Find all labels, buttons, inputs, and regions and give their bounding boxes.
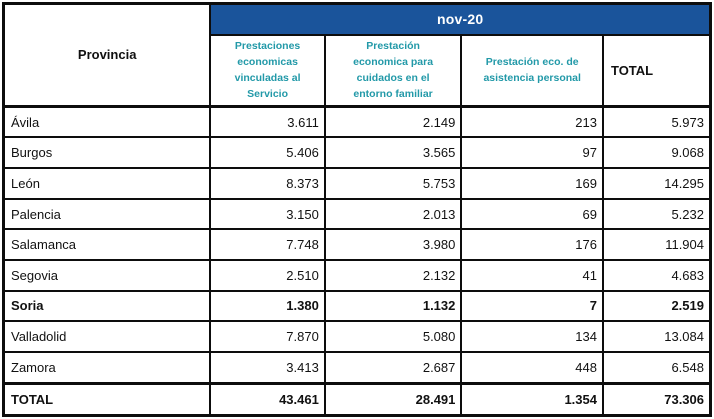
total-value-cell: 73.306 — [601, 381, 712, 417]
value-cell: 5.753 — [323, 167, 463, 200]
value-cell: 2.519 — [601, 289, 712, 323]
total-value-cell: 43.461 — [209, 381, 326, 417]
col-header-prestaciones-servicio: Prestaciones economicas vinculadas al Se… — [209, 33, 326, 108]
value-cell: 3.611 — [209, 104, 326, 139]
value-cell: 2.510 — [209, 258, 326, 292]
table-row-soria: Soria 1.380 1.132 7 2.519 — [2, 289, 712, 323]
value-cell: 7.870 — [209, 320, 326, 353]
table-row-salamanca: Salamanca 7.748 3.980 176 11.904 — [2, 228, 712, 261]
value-cell: 5.080 — [323, 320, 463, 353]
value-cell: 69 — [460, 197, 604, 231]
value-cell: 1.380 — [209, 289, 326, 323]
value-cell: 41 — [460, 258, 604, 292]
province-cell: Palencia — [2, 197, 212, 231]
province-cell: Valladolid — [2, 320, 212, 353]
value-cell: 176 — [460, 228, 604, 261]
period-header: nov-20 — [209, 2, 712, 36]
value-cell: 7 — [460, 289, 604, 323]
value-cell: 14.295 — [601, 167, 712, 200]
table-row-total: TOTAL 43.461 28.491 1.354 73.306 — [2, 381, 712, 417]
value-cell: 97 — [460, 136, 604, 170]
province-column-header: Provincia — [2, 2, 212, 108]
column-headers-row: Prestaciones economicas vinculadas al Se… — [4, 33, 712, 108]
value-cell: 448 — [460, 350, 604, 385]
total-value-cell: 28.491 — [323, 381, 463, 417]
period-band-row: Provincia nov-20 — [2, 2, 712, 108]
value-cell: 13.084 — [601, 320, 712, 353]
table-row-segovia: Segovia 2.510 2.132 41 4.683 — [2, 258, 712, 292]
value-cell: 1.132 — [323, 289, 463, 323]
province-cell: Burgos — [2, 136, 212, 170]
value-cell: 3.565 — [323, 136, 463, 170]
value-cell: 213 — [460, 104, 604, 139]
table-row-burgos: Burgos 5.406 3.565 97 9.068 — [2, 136, 712, 170]
province-cell: Salamanca — [2, 228, 212, 261]
value-cell: 4.683 — [601, 258, 712, 292]
value-cell: 5.406 — [209, 136, 326, 170]
province-cell: León — [2, 167, 212, 200]
col-header-asistencia-personal: Prestación eco. de asistencia personal — [460, 33, 604, 108]
province-cell: Ávila — [2, 104, 212, 139]
value-cell: 2.132 — [323, 258, 463, 292]
value-cell: 3.413 — [209, 350, 326, 385]
province-cell: Segovia — [2, 258, 212, 292]
value-cell: 2.013 — [323, 197, 463, 231]
value-cell: 5.232 — [601, 197, 712, 231]
col-header-total: TOTAL — [601, 33, 712, 108]
value-cell: 5.973 — [601, 104, 712, 139]
value-cell: 134 — [460, 320, 604, 353]
value-cell: 6.548 — [601, 350, 712, 385]
table-row-valladolid: Valladolid 7.870 5.080 134 13.084 — [2, 320, 712, 353]
table-row-zamora: Zamora 3.413 2.687 448 6.548 — [2, 350, 712, 385]
table-row-leon: León 8.373 5.753 169 14.295 — [2, 167, 712, 200]
value-cell: 169 — [460, 167, 604, 200]
total-value-cell: 1.354 — [460, 381, 604, 417]
value-cell: 2.687 — [323, 350, 463, 385]
col-header-cuidados-familiar: Prestación economica para cuidados en el… — [323, 33, 463, 108]
total-label-cell: TOTAL — [2, 381, 212, 417]
value-cell: 7.748 — [209, 228, 326, 261]
value-cell: 2.149 — [323, 104, 463, 139]
table-row-palencia: Palencia 3.150 2.013 69 5.232 — [2, 197, 712, 231]
province-cell: Zamora — [2, 350, 212, 385]
value-cell: 8.373 — [209, 167, 326, 200]
value-cell: 3.150 — [209, 197, 326, 231]
value-cell: 3.980 — [323, 228, 463, 261]
province-cell: Soria — [2, 289, 212, 323]
value-cell: 11.904 — [601, 228, 712, 261]
value-cell: 9.068 — [601, 136, 712, 170]
table-row-avila: Ávila 3.611 2.149 213 5.973 — [2, 104, 712, 139]
